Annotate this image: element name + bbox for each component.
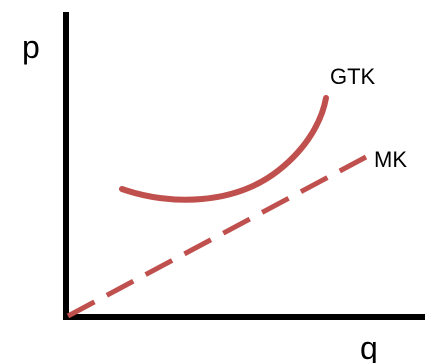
mk-line bbox=[66, 154, 368, 319]
mk-label: MK bbox=[374, 147, 407, 172]
gtk-curve bbox=[119, 95, 329, 203]
x-axis-label: q bbox=[360, 330, 378, 363]
y-axis-label: p bbox=[22, 29, 40, 65]
gtk-label: GTK bbox=[330, 64, 376, 89]
